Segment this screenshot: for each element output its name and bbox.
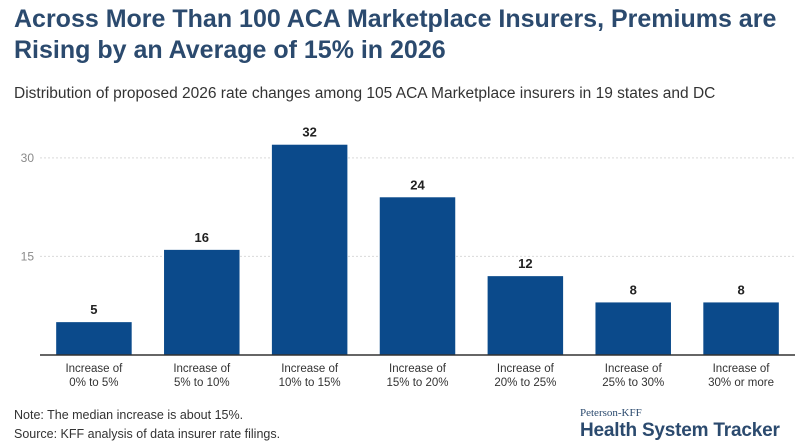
x-tick-label: Increase of	[389, 363, 447, 375]
data-label: 32	[302, 125, 316, 140]
brand-logo-large: Health System Tracker	[580, 420, 780, 441]
y-tick-label: 30	[21, 151, 35, 165]
x-tick-label: 30% or more	[708, 377, 774, 389]
x-tick-label: Increase of	[497, 363, 555, 375]
x-tick-label: Increase of	[281, 363, 339, 375]
x-tick-label: 20% to 25%	[494, 377, 556, 389]
data-label: 16	[195, 230, 209, 245]
chart-title: Across More Than 100 ACA Marketplace Ins…	[14, 5, 777, 64]
x-tick-label: Increase of	[173, 363, 231, 375]
bar	[595, 302, 671, 355]
x-tick-label: 0% to 5%	[69, 377, 118, 389]
chart-note: Note: The median increase is about 15%.	[14, 408, 244, 422]
data-label: 5	[90, 302, 97, 317]
x-tick-label: 25% to 30%	[602, 377, 664, 389]
bar	[379, 197, 456, 355]
x-tick-label: 15% to 20%	[386, 377, 448, 389]
data-label: 12	[518, 256, 532, 271]
data-label: 8	[630, 282, 637, 297]
chart-source: Source: KFF analysis of data insurer rat…	[14, 427, 281, 441]
bar	[164, 249, 240, 355]
bar	[56, 322, 132, 355]
x-tick-label: Increase of	[605, 363, 663, 375]
bar	[487, 276, 564, 355]
x-tick-label: 5% to 10%	[174, 377, 230, 389]
bar-chart: 15 30 5 Increase of 0% to 5% 16 Increase of 5% …	[21, 125, 795, 389]
x-tick-label: Increase of	[713, 363, 771, 375]
x-tick-label: 10% to 15%	[279, 377, 341, 389]
bar	[703, 302, 779, 355]
brand-logo-small: Peterson-KFF	[580, 407, 642, 419]
y-tick-label: 15	[21, 249, 35, 263]
chart-subtitle: Distribution of proposed 2026 rate chang…	[14, 85, 716, 102]
bar	[271, 144, 348, 355]
x-tick-label: Increase of	[65, 363, 123, 375]
data-label: 24	[410, 177, 425, 192]
data-label: 8	[737, 282, 744, 297]
